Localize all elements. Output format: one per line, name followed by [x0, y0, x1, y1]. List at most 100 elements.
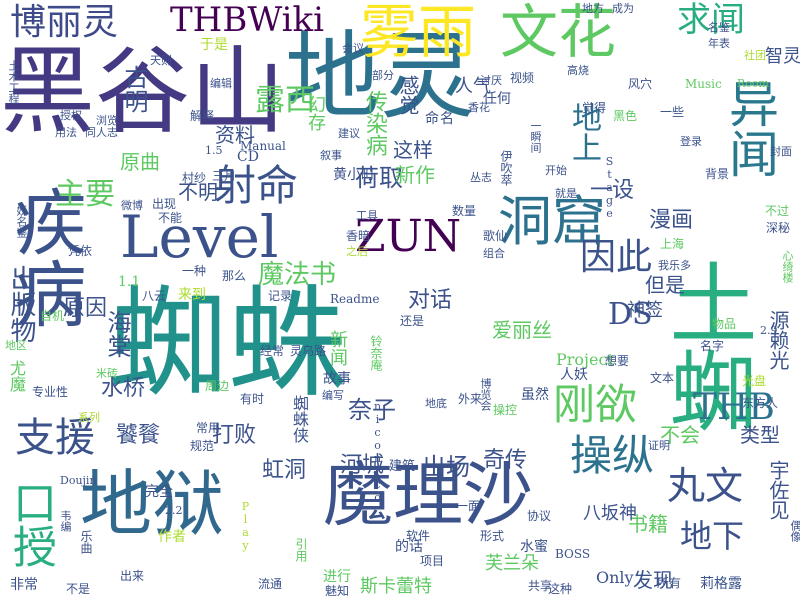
word-yushi: 于是 [200, 37, 228, 53]
word-qichuan: 奇传 [483, 448, 528, 473]
word-gexian: 歌仙 [483, 229, 508, 243]
word-qiuwen: 求闻 [677, 0, 745, 40]
word-thbwiki: THBWiki [170, 0, 325, 40]
word-thb: THB [693, 387, 775, 428]
word-dabai: 打败 [212, 423, 257, 448]
word-shenqian: 神签 [627, 300, 663, 321]
word-dishang: 地上 [566, 102, 601, 162]
word-renyao: 人妖 [560, 367, 588, 383]
word-ming: 命 [425, 111, 439, 127]
word-jibing: 疾病 [2, 185, 86, 329]
word-sikaleite: 斯卡蕾特 [360, 576, 432, 597]
word-hecheng: 河城 [340, 453, 385, 478]
word-duihua: 对话 [408, 288, 453, 313]
word-caozong: 操纵 [570, 431, 655, 480]
word-tuzhi: 土蜘 [655, 258, 758, 434]
word-changyong: 常用 [196, 421, 221, 435]
word-shuiqiao: 水桥 [101, 376, 146, 401]
word-niconico: niconico [371, 400, 384, 504]
word-laidao: 来到 [178, 287, 206, 303]
word-zuhe: 组合 [483, 247, 505, 260]
word-basakashen: 八坂神 [583, 503, 637, 524]
word-ziji: 自机 [40, 309, 65, 323]
word-yixie: 一些 [660, 105, 685, 119]
word-xiangan: 香暗 [346, 229, 371, 243]
word-denglu: 登录 [680, 135, 702, 148]
word-bianji: 编辑 [210, 77, 232, 90]
word-yuanyin: 原因 [63, 296, 108, 321]
word-zhizhu: 蜘蛛 [108, 275, 348, 414]
word-readme: Readme [330, 292, 380, 306]
word-bolilin: 博丽灵 [10, 2, 119, 43]
word-zhihou: 之后 [346, 245, 368, 258]
word-jieshi: 解释 [190, 109, 215, 123]
word-xiangmu: 项目 [420, 554, 445, 568]
word-shenmi: 深秘 [766, 221, 791, 235]
word-zhuanyexing: 专业性 [32, 385, 69, 399]
word-zhoubian: 周边 [205, 379, 230, 393]
word-ouxiang: 偶像 [789, 520, 800, 542]
word-haishi: 还是 [400, 314, 425, 328]
word-naizi: 奈子 [348, 396, 396, 424]
word-caokong: 操控 [493, 403, 518, 417]
word-shipin: 视频 [510, 71, 535, 85]
word-buneng: 不能 [158, 211, 183, 225]
word-project: Project [556, 350, 614, 369]
word-xianghua: 香花 [468, 101, 490, 114]
word-xinwen: 新闻 [327, 330, 348, 366]
word-pingyi: 凭依 [68, 244, 93, 258]
word-manual: Manual [240, 139, 286, 153]
word-yuequ: 乐曲 [79, 530, 93, 554]
word-buming: 不明 [178, 180, 218, 204]
word-yizhong: 一种 [182, 264, 207, 278]
word-jianzhu: 建筑 [389, 459, 416, 474]
word-faxian: 发现 [633, 568, 673, 592]
word-jiushi: 就是 [555, 187, 577, 200]
word-yichuicui: 伊吹萃 [499, 150, 513, 186]
word-chuchang: 出场 [422, 453, 470, 481]
word-wupin: 物品 [712, 317, 737, 331]
word-boss: BOSS [555, 547, 591, 561]
word-shetuan: 社团 [744, 49, 766, 62]
word-guming: 古明 [120, 65, 148, 113]
word-xiangyao: 想要 [605, 354, 630, 368]
word-heigushan: 黑谷山 [0, 37, 286, 147]
word-wailai: 外来 [458, 392, 483, 406]
word-weibian: 韦编 [59, 510, 72, 532]
word-yinci: 因此 [580, 237, 653, 278]
word-jilu: 记录 [268, 289, 293, 303]
word-bianxie: 编写 [322, 389, 344, 402]
word-cunsha: 村纱 [182, 171, 207, 185]
word-stage: Stage [603, 155, 616, 220]
word-wenhua: 文花 [500, 0, 617, 66]
word-yinyong: 引用 [294, 538, 308, 562]
word-fengmian: 封面 [770, 145, 792, 158]
word-fengxue: 风穴 [628, 77, 653, 91]
word-taotie: 饕餮 [116, 423, 161, 448]
word-weibo: 微博 [121, 199, 143, 212]
word-only: Only [596, 568, 634, 587]
word-dixia: 地下 [680, 517, 745, 555]
word-shanghai: 上海 [660, 237, 685, 251]
word-diling: 地灵 [285, 22, 476, 132]
word-huangxiaoting: 黄小町 [333, 167, 375, 183]
word-chengwei: 成为 [612, 2, 634, 15]
word-shuliang: 数量 [452, 204, 477, 218]
word-gaoshao: 高烧 [567, 64, 589, 77]
word-ganjue: 感觉 [396, 75, 420, 115]
word-sheming: 射命 [214, 161, 299, 210]
word-huancun: 幻存 [305, 95, 326, 131]
word-chulai: 出来 [120, 569, 145, 583]
word-dehua: 的话 [395, 539, 423, 555]
word-renqi: 人气 [455, 76, 491, 97]
word-doujin: Doujin [60, 474, 97, 487]
word-jingchang: 经常 [260, 344, 285, 358]
word-2-2: 2.2 [165, 504, 183, 517]
word-mizhuan: 米砖 [96, 367, 118, 380]
word-mofashu: 魔法书 [258, 260, 337, 290]
word-suiran: 虽然 [521, 387, 549, 403]
word-beijing: 背景 [705, 167, 730, 181]
word-zuozhe: 作者 [158, 529, 186, 545]
word-jianyi: 建议 [338, 127, 360, 140]
